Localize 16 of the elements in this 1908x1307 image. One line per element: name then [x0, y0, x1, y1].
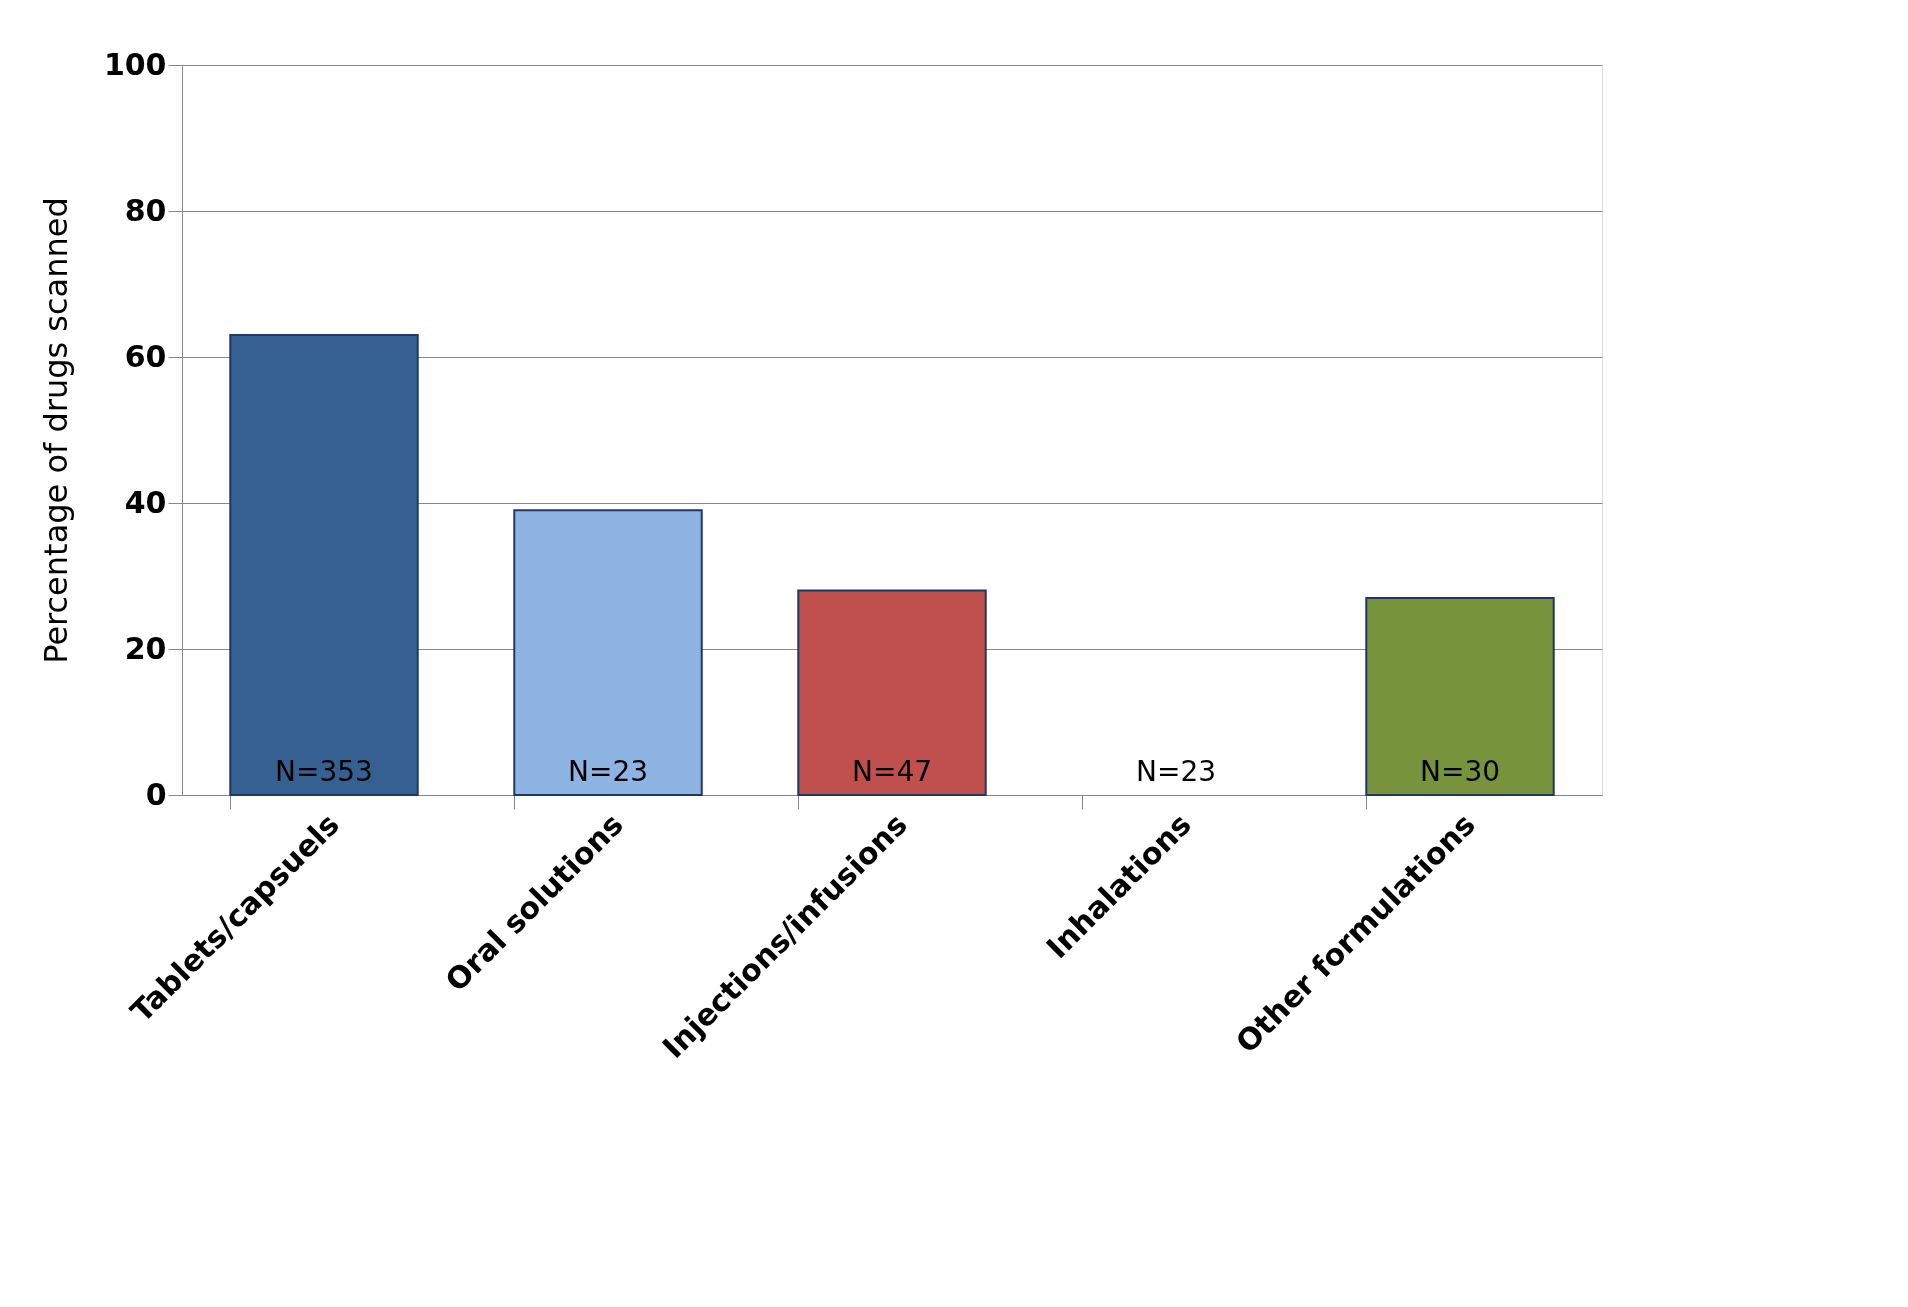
- y-tick-label: 100: [103, 46, 167, 82]
- bar: [513, 509, 703, 796]
- y-tick-label: 20: [124, 630, 167, 666]
- annotation: N=47: [851, 755, 933, 788]
- annotation: N=30: [1419, 755, 1501, 788]
- y-tick-label: 0: [145, 776, 167, 812]
- annotation: N=353: [275, 755, 373, 788]
- y-tick-label: 60: [124, 338, 167, 374]
- bar: [229, 334, 419, 796]
- y-axis-title: Percentage of drugs scanned: [36, 197, 75, 664]
- annotation: N=23: [567, 755, 649, 788]
- y-tick-label: 80: [124, 192, 167, 228]
- bar: [1365, 596, 1555, 796]
- y-tick-label: 40: [124, 484, 167, 520]
- annotation: N=23: [1135, 755, 1217, 788]
- bar: [797, 589, 987, 796]
